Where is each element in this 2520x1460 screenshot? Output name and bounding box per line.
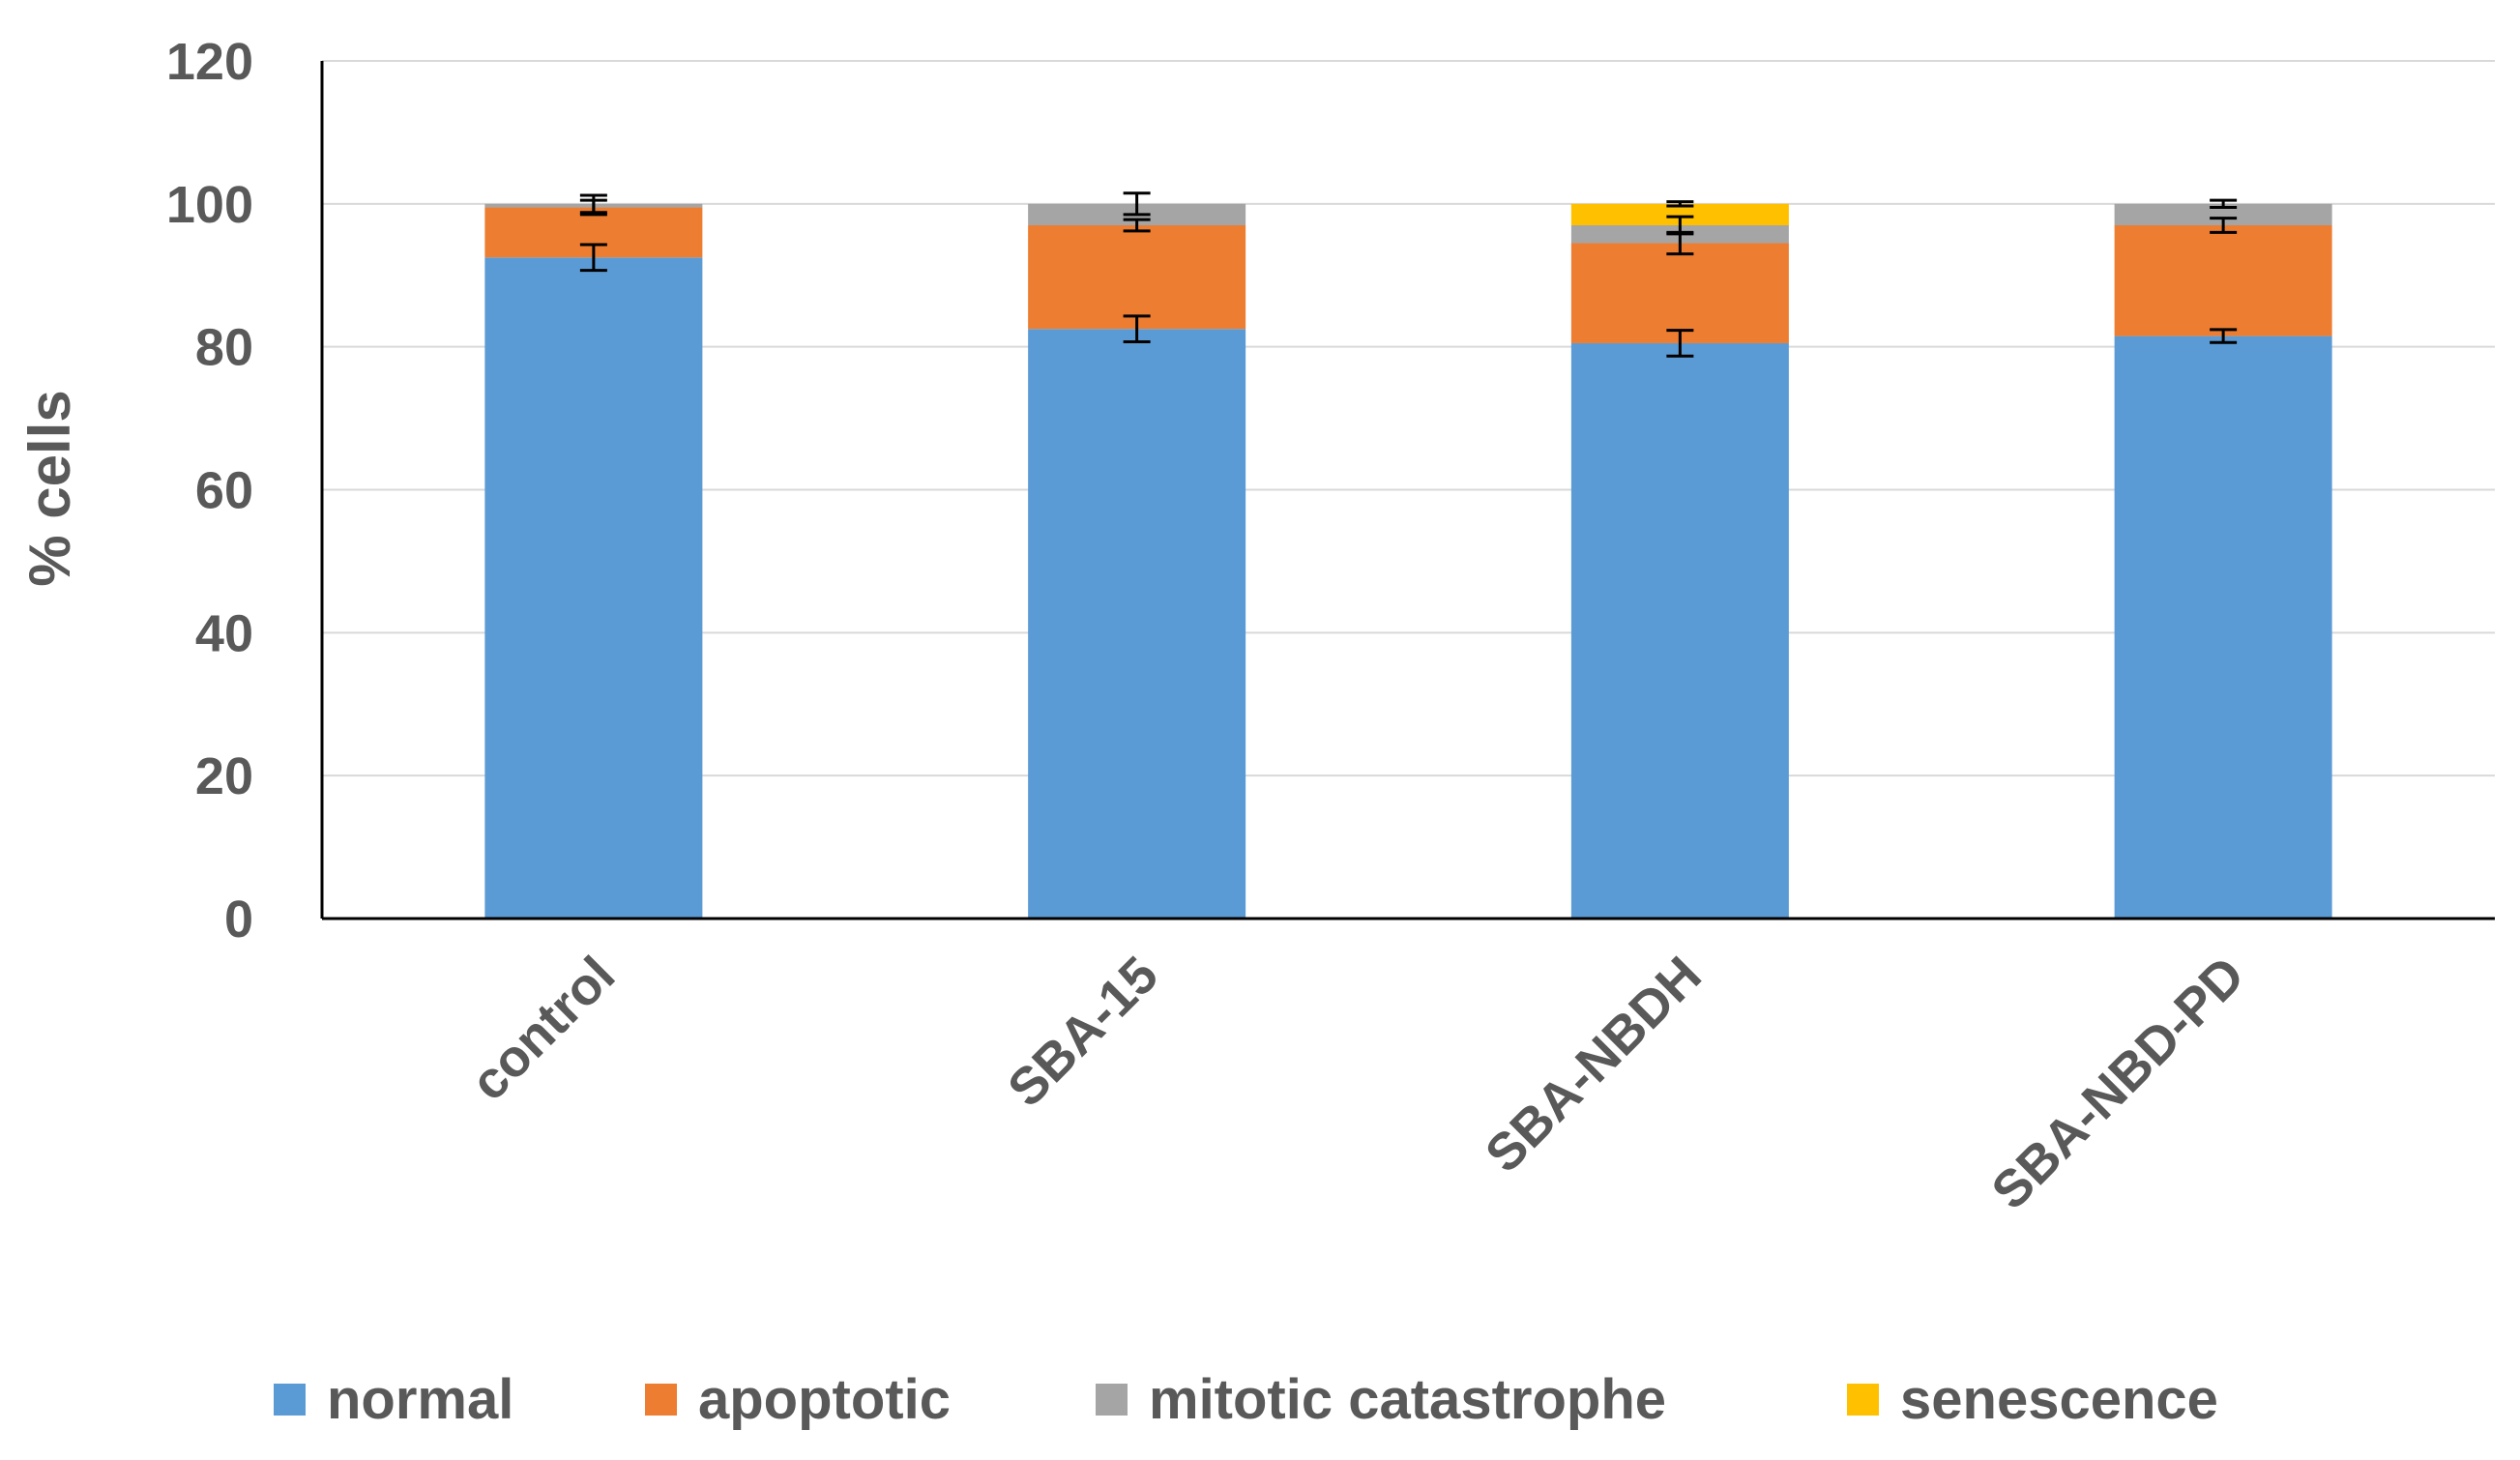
bar-segment-normal <box>2114 336 2332 919</box>
x-tick-label: SBA-15 <box>997 946 1169 1118</box>
legend-item: normal <box>274 1368 513 1431</box>
axes <box>320 61 2495 920</box>
error-bar <box>1123 191 1151 217</box>
legend: normal apoptotic mitotic catastrophe senesc… <box>274 1368 2218 1431</box>
error-bar <box>2210 328 2238 344</box>
x-tick-label: control <box>460 946 627 1112</box>
legend-item: apoptotic <box>645 1368 951 1431</box>
legend-item: senescence <box>1847 1368 2218 1431</box>
bar-segment-normal <box>1028 329 1246 919</box>
error-bar <box>1123 314 1151 343</box>
x-tick-label: SBA-NBD-PD <box>1980 946 2255 1220</box>
bar-segment-normal <box>484 257 703 919</box>
legend-swatch <box>645 1384 677 1416</box>
error-bar <box>1123 218 1151 233</box>
y-tick-label: 100 <box>166 176 253 234</box>
error-bar <box>1666 329 1694 358</box>
error-bar <box>2210 217 2238 234</box>
legend-label: senescence <box>1900 1368 2218 1431</box>
legend-swatch <box>1096 1384 1128 1416</box>
bar-segment-senescence <box>1570 203 1789 226</box>
legend-label: mitotic catastrophe <box>1149 1368 1666 1431</box>
legend-item: mitotic catastrophe <box>1096 1368 1666 1431</box>
y-tick-label: 40 <box>195 604 253 662</box>
y-tick-label: 60 <box>195 462 253 520</box>
y-axis-title: % cells <box>17 390 82 586</box>
y-tick-label: 80 <box>195 319 253 377</box>
error-bar <box>579 193 607 215</box>
bar-segment-mitotic-catastrophe <box>2114 203 2332 226</box>
y-tick-label: 0 <box>224 891 253 949</box>
y-tick-label: 120 <box>166 33 253 91</box>
legend-swatch <box>274 1384 306 1416</box>
bars <box>484 203 2332 919</box>
error-bar <box>2210 198 2238 210</box>
legend-label: apoptotic <box>698 1368 951 1431</box>
bar-segment-apoptotic <box>1570 243 1789 343</box>
y-tick-label: 20 <box>195 747 253 805</box>
bar-segment-apoptotic <box>1028 225 1246 330</box>
x-tick-labels: control SBA-15 SBA-NBDH SBA-NBD-PD <box>460 946 2256 1220</box>
error-bars <box>579 191 2238 358</box>
legend-swatch <box>1847 1384 1879 1416</box>
y-tick-labels: 0 20 40 60 80 100 120 <box>166 33 253 949</box>
legend-label: normal <box>327 1368 513 1431</box>
bar-segment-normal <box>1570 342 1789 919</box>
error-bar <box>1666 200 1694 208</box>
error-bar <box>1666 215 1694 236</box>
x-tick-label: SBA-NBDH <box>1475 946 1713 1183</box>
error-bar <box>579 243 607 273</box>
bar-segment-apoptotic <box>2114 225 2332 336</box>
